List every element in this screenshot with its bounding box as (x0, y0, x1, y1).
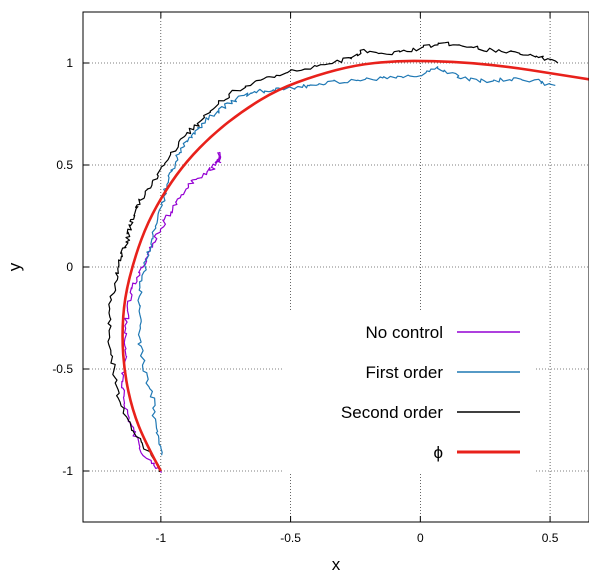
no-control-line (121, 151, 222, 474)
legend-second-order-label: Second order (341, 403, 443, 422)
y-tick-label: -1 (62, 464, 73, 478)
first-order-line (137, 66, 556, 456)
x-tick-label: 0 (417, 531, 424, 545)
legend-first-order-label: First order (366, 363, 444, 382)
legend-phi-label: ϕ (433, 443, 443, 462)
phi-line (121, 59, 589, 472)
series-group (107, 41, 589, 474)
y-axis-label: y (5, 262, 24, 271)
legend-no-control-label: No control (366, 323, 443, 342)
x-tick-label: 0.5 (542, 531, 559, 545)
y-tick-label: 1 (66, 56, 73, 70)
x-tick-label: -0.5 (280, 531, 301, 545)
y-tick-label: -0.5 (52, 362, 73, 376)
legend: No control First order Second order ϕ (283, 312, 535, 472)
x-axis-label: x (332, 555, 341, 574)
y-tick-label: 0.5 (56, 158, 73, 172)
second-order-line (107, 41, 559, 473)
y-tick-label: 0 (66, 260, 73, 274)
ticks: -1 -0.5 0 0.5 -1 -0.5 0 0.5 1 (52, 12, 559, 545)
x-tick-label: -1 (156, 531, 167, 545)
legend-background (283, 312, 535, 472)
